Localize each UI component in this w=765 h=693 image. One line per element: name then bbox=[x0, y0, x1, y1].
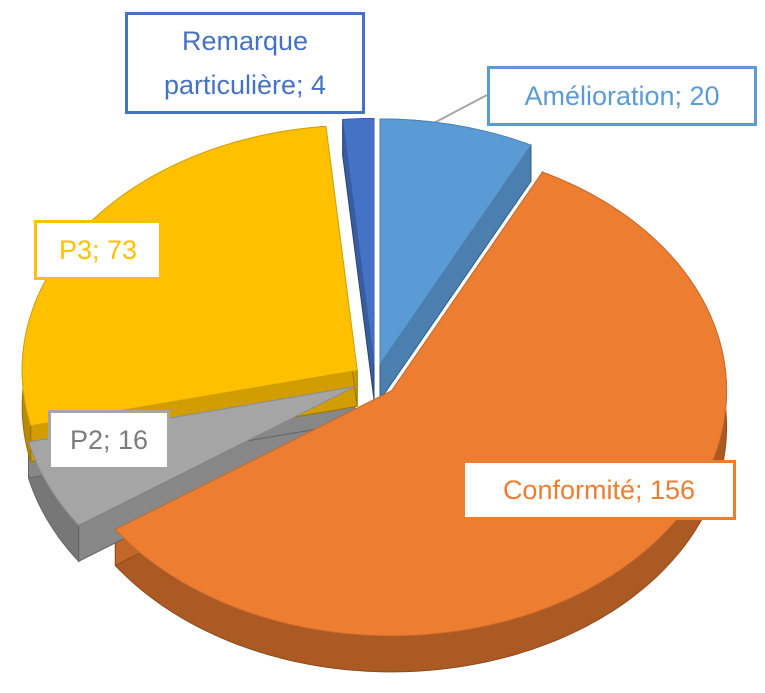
data-label: Amélioration; 20 bbox=[487, 66, 757, 126]
slice bbox=[342, 118, 375, 364]
data-label: Conformité; 156 bbox=[462, 460, 736, 520]
leader-line bbox=[431, 94, 488, 125]
data-label: Remarque particulière; 4 bbox=[125, 12, 365, 114]
data-label: P3; 73 bbox=[34, 220, 162, 280]
slice bbox=[27, 386, 356, 526]
slice bbox=[379, 118, 532, 366]
data-label: P2; 16 bbox=[48, 410, 170, 470]
